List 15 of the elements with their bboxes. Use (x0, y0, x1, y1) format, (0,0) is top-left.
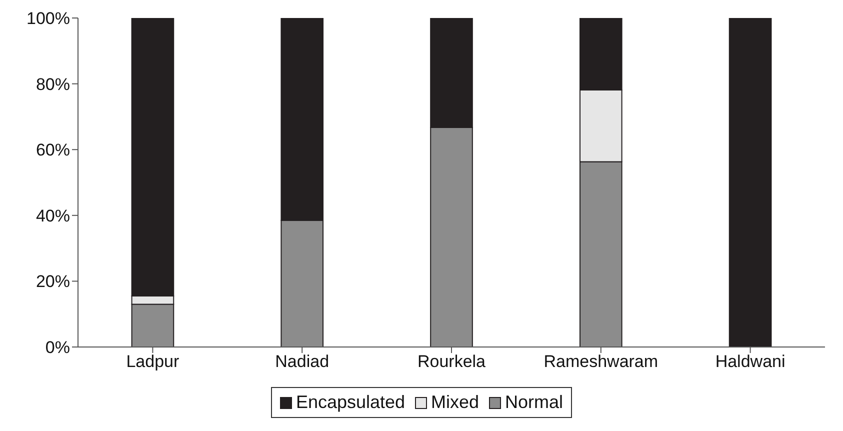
y-tick-label: 80% (36, 74, 70, 94)
x-tick-label: Nadiad (275, 352, 330, 372)
x-tick-label: Haldwani (715, 352, 786, 372)
y-tick-label: 40% (36, 206, 70, 226)
x-tick-label: Rameshwaram (544, 352, 658, 372)
y-tick-label: 0% (45, 338, 70, 358)
y-tick-label: 20% (36, 272, 70, 292)
y-tick-label: 60% (36, 140, 70, 160)
x-tick-label: Ladpur (126, 352, 180, 372)
bar (728, 18, 772, 347)
y-tick-label: 100% (26, 9, 70, 28)
legend-label: Mixed (431, 392, 480, 413)
legend-label: Normal (505, 392, 564, 413)
legend-label: Encapsulated (296, 392, 406, 413)
x-tick-label: Rourkela (417, 352, 486, 372)
